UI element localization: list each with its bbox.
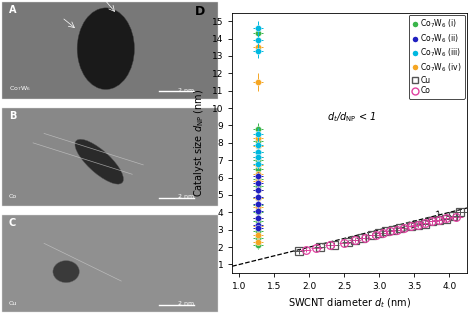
Y-axis label: Catalyst size $d_{\mathrm{NP}}$ (nm): Catalyst size $d_{\mathrm{NP}}$ (nm)	[192, 89, 206, 197]
Ellipse shape	[75, 139, 123, 184]
Text: 2 nm: 2 nm	[178, 301, 194, 306]
Text: Co$_7$W$_6$: Co$_7$W$_6$	[9, 84, 31, 93]
Text: C: C	[9, 218, 16, 228]
FancyBboxPatch shape	[2, 108, 218, 206]
Text: B: B	[9, 111, 16, 122]
Text: $d_t$/$d_{\mathrm{NP}}$ < 1: $d_t$/$d_{\mathrm{NP}}$ < 1	[327, 110, 376, 124]
Text: $d_t$/$d_{\mathrm{NP}}$ = 1: $d_t$/$d_{\mathrm{NP}}$ = 1	[397, 208, 444, 237]
Ellipse shape	[53, 261, 79, 283]
Text: 2 nm: 2 nm	[178, 194, 194, 199]
Text: D: D	[195, 5, 205, 18]
Text: 2 nm: 2 nm	[178, 88, 194, 93]
Text: Co: Co	[9, 194, 17, 199]
FancyBboxPatch shape	[2, 2, 218, 99]
FancyBboxPatch shape	[2, 215, 218, 312]
X-axis label: SWCNT diameter $d_t$ (nm): SWCNT diameter $d_t$ (nm)	[288, 297, 411, 310]
Text: Cu: Cu	[9, 301, 17, 306]
Text: A: A	[9, 5, 16, 15]
Legend: Co$_7$W$_6$ (i), Co$_7$W$_6$ (ii), Co$_7$W$_6$ (iii), Co$_7$W$_6$ (iv), Cu, Co: Co$_7$W$_6$ (i), Co$_7$W$_6$ (ii), Co$_7…	[409, 15, 465, 99]
Circle shape	[77, 8, 135, 89]
